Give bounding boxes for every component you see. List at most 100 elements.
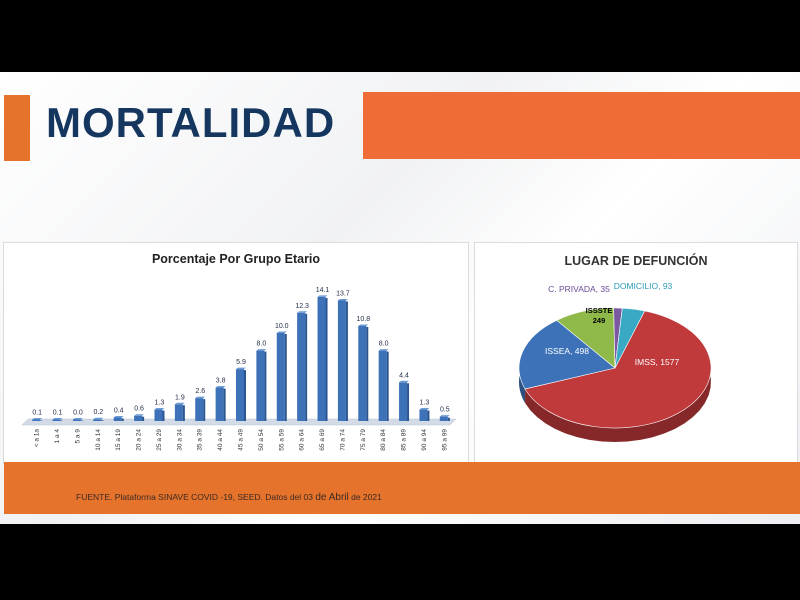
bar-45-a-49 (236, 369, 244, 421)
x-tick-label: 70 a 74 (339, 429, 346, 451)
age-chart-panel: Porcentaje Por Grupo Etario 0.1 < a 1a 0.1… (3, 242, 469, 464)
x-tick-label: 80 a 84 (380, 429, 387, 451)
bar-1-a-4 (52, 419, 61, 421)
x-tick-label: 40 a 44 (217, 429, 224, 451)
bar-side (121, 418, 124, 421)
pie-label-domicilio: DOMICILIO, 93 (614, 281, 673, 291)
bar-side (264, 351, 267, 421)
bar-side (284, 334, 287, 421)
bar-side (101, 420, 104, 421)
x-tick-label: 65 a 69 (319, 429, 326, 451)
bar-value-label: 1.3 (420, 400, 430, 407)
bar-top (378, 349, 389, 351)
bar-side (386, 351, 389, 421)
bar-top (317, 295, 328, 297)
bar-value-label: 13.7 (336, 290, 350, 297)
bar-top (195, 396, 206, 399)
x-tick-label: 1 a 4 (54, 429, 61, 444)
x-tick-label: 25 a 29 (156, 429, 163, 451)
bar-value-label: 0.1 (53, 410, 63, 417)
bar-60-a-64 (297, 312, 306, 421)
bar-top (93, 417, 104, 420)
bar-side (407, 383, 410, 421)
x-tick-label: 95 a 99 (441, 429, 448, 451)
source-text-suffix: de 2021 (351, 492, 382, 502)
bar-25-a-29 (154, 409, 163, 421)
bar-80-a-84 (378, 350, 387, 421)
age-bar-chart: Porcentaje Por Grupo Etario 0.1 < a 1a 0.1… (21, 252, 457, 451)
bar-side (447, 417, 450, 421)
x-tick-label: 30 a 34 (176, 429, 183, 451)
pie-label-c-privada: C. PRIVADA, 35 (548, 284, 610, 294)
bar-top (72, 418, 83, 420)
header-accent-band (363, 92, 800, 159)
pie-label-issea: ISSEA, 498 (545, 346, 589, 356)
bar-value-label: 3.8 (216, 378, 226, 385)
x-tick-label: 15 a 19 (115, 429, 122, 451)
bar-side (40, 420, 43, 421)
x-tick-label: 35 a 39 (197, 429, 204, 451)
bar-10-a-14 (93, 419, 102, 421)
bar-value-label: 4.4 (399, 372, 409, 379)
bar-top (419, 408, 430, 410)
bar-side (345, 301, 348, 421)
bar-side (223, 388, 226, 421)
bar-20-a-24 (134, 415, 143, 421)
bar-top (154, 408, 165, 410)
footer-band: FUENTE. Plataforma SINAVE COVID -19, SEE… (4, 462, 800, 514)
bar-side (366, 326, 369, 421)
bar-top (399, 380, 410, 383)
bar-top (276, 331, 287, 333)
bar-top (439, 415, 450, 417)
bar-top (215, 386, 226, 388)
x-tick-label: < a 1a (34, 429, 41, 448)
bar-side (142, 416, 145, 421)
bar-value-label: 0.6 (134, 406, 144, 413)
bar-95-a-99 (439, 416, 448, 421)
slide: MORTALIDAD Porcentaje Por Grupo Etario 0… (0, 72, 800, 524)
pie-slice-domicilio (614, 307, 646, 369)
pie-label-imss: IMSS, 1577 (635, 357, 680, 367)
pie-label-issste: ISSSTE 249 (586, 306, 613, 325)
bar-value-label: 14.1 (316, 287, 330, 294)
pie-slice-imss (524, 310, 712, 429)
bar-65-a-69 (317, 296, 326, 421)
source-text-prefix: FUENTE. Plataforma SINAVE COVID -19, SEE… (76, 492, 313, 502)
bar-side (60, 420, 63, 421)
source-note: FUENTE. Plataforma SINAVE COVID -19, SEE… (76, 492, 382, 503)
bar-value-label: 0.1 (32, 410, 42, 417)
bar-top (297, 311, 308, 313)
pie-chart-title: LUGAR DE DEFUNCIÓN (564, 253, 707, 268)
bar-top (236, 367, 246, 370)
bar-15-a-19 (113, 417, 122, 421)
bar-85-a-89 (399, 382, 408, 421)
bar-side (203, 399, 206, 421)
bar-chart-title: Porcentaje Por Grupo Etario (152, 252, 320, 266)
bar-side (162, 410, 165, 421)
bar-side (244, 370, 246, 421)
bar-75-a-79 (358, 325, 367, 421)
bar-top (52, 418, 63, 420)
bar-value-label: 2.6 (195, 388, 205, 395)
bar-top (358, 324, 369, 326)
bar-value-label: 1.9 (175, 394, 185, 401)
x-tick-label: 50 a 54 (258, 429, 265, 451)
bar-side (80, 420, 83, 421)
bar-side (182, 405, 185, 421)
x-tick-label: 55 a 59 (278, 429, 285, 451)
x-tick-label: 20 a 24 (136, 429, 143, 451)
bar-30-a-34 (174, 404, 183, 421)
bar-35-a-39 (195, 398, 204, 421)
bar-value-label: 0.0 (73, 410, 83, 417)
bar-top (174, 402, 185, 405)
bar-value-label: 5.9 (236, 359, 246, 366)
bar-40-a-44 (215, 387, 224, 421)
bar-side (427, 410, 430, 421)
bar-side (305, 313, 308, 421)
bar-50-a-54 (256, 350, 265, 421)
bar-value-label: 10.0 (275, 323, 289, 330)
x-tick-label: 85 a 89 (401, 429, 408, 451)
bar-value-label: 8.0 (257, 341, 267, 348)
bar--a-1a (32, 419, 41, 421)
place-pie-chart: LUGAR DE DEFUNCIÓN IMSS, 1577 ISSEA, 498 I… (518, 253, 712, 442)
